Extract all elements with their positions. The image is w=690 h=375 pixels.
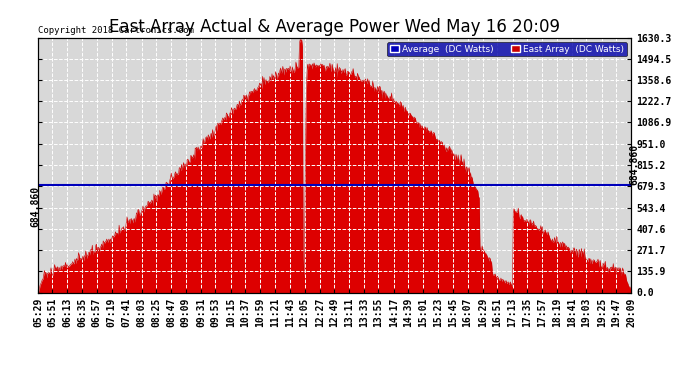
- Y-axis label: 684.860: 684.860: [629, 144, 640, 185]
- Legend: Average  (DC Watts), East Array  (DC Watts): Average (DC Watts), East Array (DC Watts…: [387, 42, 627, 56]
- Y-axis label: 684.860: 684.860: [30, 185, 40, 226]
- Text: Copyright 2018 Cartronics.com: Copyright 2018 Cartronics.com: [38, 26, 194, 35]
- Title: East Array Actual & Average Power Wed May 16 20:09: East Array Actual & Average Power Wed Ma…: [109, 18, 560, 36]
